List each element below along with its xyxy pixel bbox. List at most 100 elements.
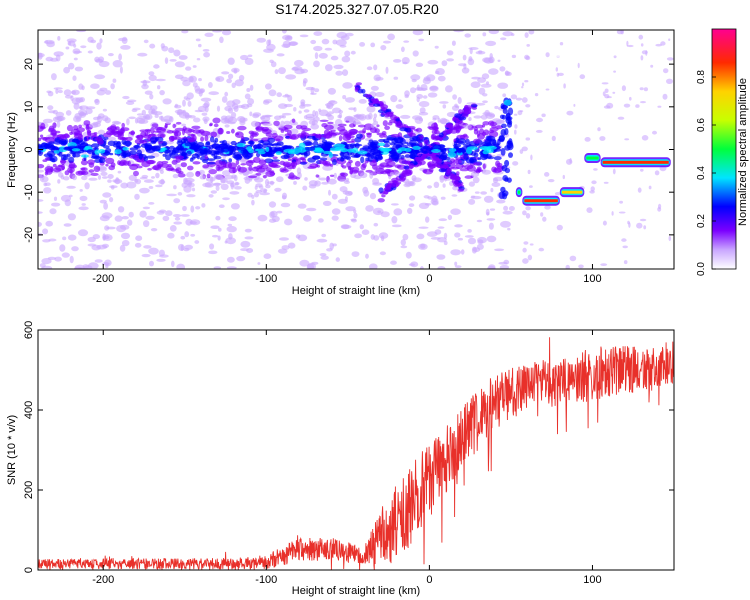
spectral-blob [428,168,434,173]
spectral-blob [302,78,308,84]
spectral-blob [597,127,601,132]
spectral-blob [431,200,439,206]
spectral-blob [290,128,299,135]
spectral-blob [42,228,49,235]
spectral-blob [416,96,420,103]
spectral-blob [485,81,490,85]
spectral-blob [611,211,614,216]
spectral-blob [324,142,335,146]
spectral-blob [189,76,194,82]
spectral-blob [72,174,77,181]
spectral-blob [151,176,155,179]
spectral-blob [128,211,134,218]
spectral-blob [498,261,508,265]
spectral-blob [439,101,449,104]
spectral-blob [56,116,66,121]
spectral-blob [179,151,187,156]
spectral-blob [248,165,253,171]
spectral-blob [242,171,249,177]
y-tick-label: -20 [23,227,35,243]
spectral-blob [200,97,212,102]
spectral-blob [640,168,644,172]
spectral-blob [54,130,61,134]
spectral-blob [494,105,499,110]
spectral-blob [143,245,152,249]
spectral-blob [231,112,237,118]
spectral-blob [308,119,318,125]
spectral-blob [38,144,43,148]
spectral-blob [59,134,67,141]
spectral-blob [503,205,509,211]
spectral-blob [251,199,255,206]
spectral-blob [109,129,119,136]
spectral-blob [42,239,51,243]
spectral-blob [527,254,533,261]
spectral-blob [112,78,117,83]
spectral-blob [332,39,338,45]
spectral-blob [166,193,178,197]
spectral-blob [321,233,327,238]
spectral-blob [375,92,385,97]
spectral-blob [488,129,495,134]
spectral-blob [160,178,165,185]
spectral-blob [252,112,262,117]
spectral-blob [328,189,331,196]
spectral-blob [446,50,454,56]
spectral-blob [442,130,448,136]
spectral-blob [384,158,393,163]
x-tick-label: 100 [583,273,601,285]
colorbar-tick-label: 0.2 [696,214,707,228]
spectral-blob [535,129,543,133]
spectral-blob [458,63,467,67]
spectral-blob [249,84,254,91]
spectral-blob [268,201,277,208]
spectral-blob [107,174,114,179]
spectral-blob [281,112,292,116]
spectral-blob [640,43,644,47]
y-tick-label: 0 [23,567,35,573]
spectral-blob [315,174,319,178]
spectral-blob [208,250,218,255]
tone-core [602,160,669,164]
spectral-blob [221,71,230,75]
spectral-blob [468,181,475,187]
spectral-blob [483,195,494,203]
spectral-blob [632,36,637,40]
spectral-blob [357,150,368,155]
spectral-blob [177,192,183,196]
spectral-blob [176,263,185,269]
spectral-blob [500,220,511,228]
spectral-blob [134,178,142,185]
spectral-blob [347,148,355,153]
spectral-blob [249,138,259,142]
spectral-blob [257,262,261,265]
spectral-blob [47,256,57,260]
spectral-blob [72,75,77,81]
spectral-blob [324,47,333,51]
spectral-blob [456,138,467,145]
spectral-blob [174,109,185,114]
spectral-blob [54,256,62,262]
spectral-blob [165,210,173,217]
spectral-blob [83,120,91,126]
spectral-blob [415,62,424,67]
spectral-blob [288,242,296,249]
spectral-blob [296,167,302,175]
spectral-blob [458,109,463,115]
spectral-blob [379,251,386,256]
spectral-blob [169,145,175,150]
spectral-blob [49,155,58,163]
spectral-blob [154,114,159,118]
spectral-blob [528,30,535,35]
spectral-blob [363,189,370,197]
spectral-blob [218,127,223,135]
spectral-blob [624,254,631,260]
spectral-blob [514,129,517,135]
spectral-blob [196,58,201,61]
spectral-blob [418,101,430,108]
spectral-blob [58,164,63,168]
spectral-blob [383,40,391,44]
spectral-blob [255,126,264,132]
spectral-blob [79,189,83,192]
spectral-blob [198,43,202,48]
